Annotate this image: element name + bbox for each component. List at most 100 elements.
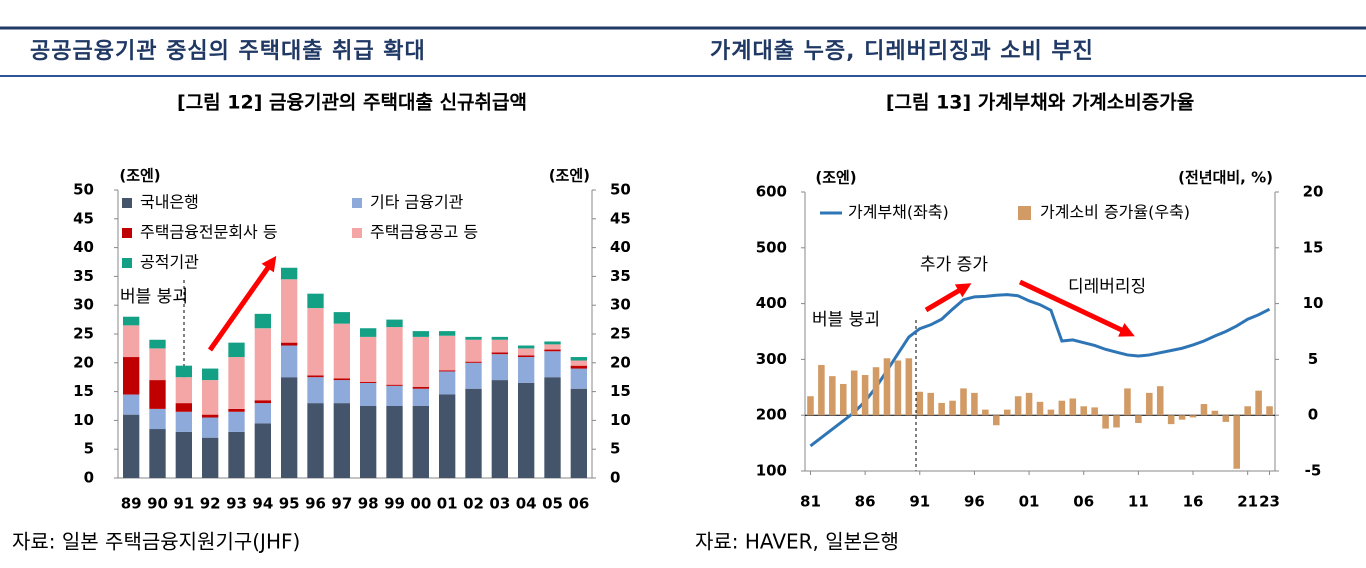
x-tick-label: 03 — [489, 495, 510, 513]
x-tick-label: 02 — [463, 495, 484, 513]
bar-segment — [307, 308, 324, 376]
x-tick-label: 96 — [964, 493, 985, 511]
bar — [1233, 415, 1241, 469]
bar-segment — [518, 345, 535, 349]
y-tick-label: 5 — [84, 440, 94, 458]
bar — [982, 409, 989, 416]
bar-segment — [386, 384, 403, 386]
bar-segment — [333, 378, 350, 381]
bar-segment — [465, 362, 482, 389]
y-tick-label: 30 — [73, 296, 94, 314]
bar-segment — [570, 360, 587, 366]
bar — [993, 415, 1000, 426]
x-tick-label: 90 — [147, 495, 168, 513]
bar-segment — [123, 394, 140, 415]
bar — [818, 364, 825, 416]
bar-segment — [518, 357, 535, 383]
x-tick-label: 81 — [800, 493, 821, 511]
legend-swatch — [122, 198, 132, 208]
bar — [861, 375, 869, 416]
y2-unit: (조엔) — [549, 167, 590, 185]
y-tick-label: 100 — [756, 462, 787, 480]
y2-tick-label: 15 — [610, 382, 631, 400]
legend-swatch — [122, 228, 132, 238]
bar — [1200, 404, 1208, 416]
bar-segment — [439, 335, 456, 371]
y2-tick-label: 20 — [610, 353, 631, 371]
bar-segment — [386, 319, 403, 328]
bar-segment — [570, 365, 587, 369]
annotation: 버블 붕괴 — [812, 310, 880, 330]
bar-segment — [544, 349, 561, 352]
x-tick-label: 04 — [516, 495, 537, 513]
bar-segment — [491, 352, 508, 355]
y-tick-label: 200 — [756, 406, 787, 424]
y-tick-label: 10 — [73, 411, 94, 429]
legend-label: 가계소비 증가율(우축) — [1040, 203, 1190, 222]
y2-tick-label: 5 — [610, 440, 620, 458]
bar-segment — [123, 357, 140, 395]
legend-label: 가계부채(좌축) — [848, 203, 949, 222]
y-tick-label: 50 — [73, 181, 94, 199]
bar-segment — [386, 385, 403, 406]
x-tick-label: 98 — [358, 495, 379, 513]
bar — [1036, 401, 1044, 416]
bar-segment — [386, 327, 403, 385]
x-tick-label: 94 — [252, 495, 273, 513]
x-tick-label: 05 — [542, 495, 563, 513]
bar-segment — [123, 325, 140, 358]
bar — [1178, 415, 1186, 420]
x-tick-label: 00 — [410, 495, 431, 513]
bar-segment — [412, 406, 429, 478]
bar-segment — [254, 328, 271, 401]
bar-segment — [465, 336, 482, 340]
bar-segment — [491, 336, 508, 340]
legend-label: 국내은행 — [140, 193, 199, 212]
x-tick-label: 96 — [305, 495, 326, 513]
y-tick-label: 500 — [756, 238, 787, 256]
x-tick-label: 91 — [173, 495, 194, 513]
bar — [1058, 400, 1066, 416]
x-tick-label: 86 — [855, 493, 876, 511]
bar-segment — [491, 380, 508, 478]
bar-segment — [465, 388, 482, 478]
bar-segment — [439, 370, 456, 372]
bar-segment — [175, 403, 192, 412]
bar-segment — [149, 348, 166, 381]
bar-segment — [412, 388, 429, 406]
bar-segment — [518, 382, 535, 478]
bar — [1255, 390, 1262, 416]
bar-segment — [202, 368, 219, 381]
bar-segment — [360, 381, 377, 383]
legend-swatch — [352, 228, 362, 238]
bar — [1080, 406, 1087, 416]
annotation: 추가 증가 — [920, 255, 988, 275]
bar-segment — [281, 279, 298, 343]
bar — [1047, 409, 1055, 416]
bar-segment — [439, 331, 456, 336]
x-tick-label: 01 — [437, 495, 458, 513]
bar — [1135, 415, 1142, 424]
legend-swatch — [122, 258, 132, 268]
bar-segment — [228, 431, 245, 478]
y2-tick-label: 5 — [1308, 350, 1318, 368]
bar — [1266, 406, 1273, 416]
y-tick-label: 300 — [756, 350, 787, 368]
bar-segment — [333, 323, 350, 379]
bar-segment — [202, 414, 219, 418]
bar — [960, 388, 967, 416]
bar-segment — [228, 411, 245, 432]
bar — [971, 392, 978, 416]
x-tick-label: 06 — [568, 495, 589, 513]
bar-segment — [544, 351, 561, 378]
heading: 공공금융기관 중심의 주택대출 취급 확대 — [30, 39, 426, 64]
bar — [829, 376, 836, 416]
bar-segment — [123, 414, 140, 478]
y2-tick-label: 30 — [610, 296, 631, 314]
bar-segment — [202, 437, 219, 478]
y-tick-label: 35 — [73, 267, 94, 285]
bar — [938, 402, 945, 416]
arrow — [207, 255, 277, 352]
annotation: 버블 붕괴 — [120, 287, 188, 307]
